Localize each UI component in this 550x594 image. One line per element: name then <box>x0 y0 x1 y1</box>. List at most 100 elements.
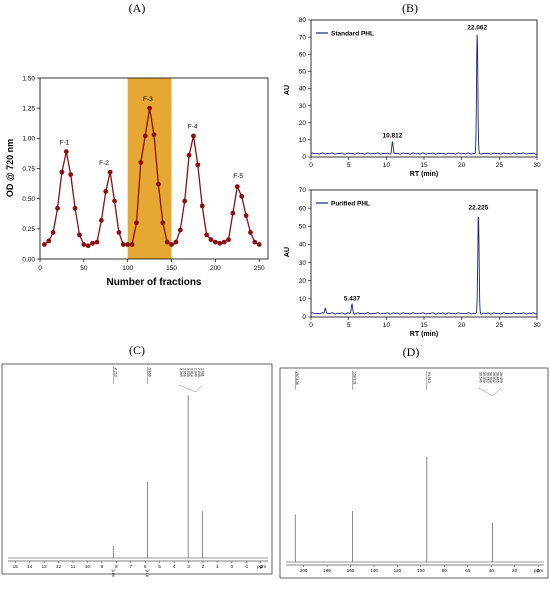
fraction-annotation: F-2 <box>99 160 109 167</box>
svg-text:1.00: 1.00 <box>111 570 115 577</box>
fraction-point <box>182 198 188 204</box>
y-tick-label: 70 <box>299 34 307 41</box>
x-tick-label: 6 <box>144 564 147 569</box>
x-tick-label: 30 <box>533 162 541 169</box>
peak-label: 38.665 <box>496 372 500 383</box>
x-axis-unit: ppm <box>257 564 266 569</box>
y-tick-label: 60 <box>299 205 307 212</box>
x-tick-label: 100 <box>417 568 425 573</box>
fraction-point <box>68 172 74 177</box>
x-tick-label: 25 <box>496 322 504 329</box>
x-tick-label: 1 <box>216 564 219 569</box>
hplc-standard-chart: 0 5 10 15 20 25 30 0 10 20 30 40 50 60 70 80 10.812 22.… <box>284 17 541 178</box>
fraction-point <box>103 189 109 194</box>
fraction-point <box>164 239 170 245</box>
fraction-point <box>186 152 192 158</box>
svg-text:3.014: 3.014 <box>190 368 194 377</box>
fraction-point <box>46 238 52 244</box>
svg-text:207.138: 207.138 <box>295 372 299 385</box>
fraction-point <box>234 184 240 190</box>
hplc-standard-trace <box>310 34 538 155</box>
fraction-point <box>112 198 117 204</box>
x-tick-label: 150 <box>166 265 177 272</box>
x-tick-label: 2 <box>202 564 205 569</box>
peak-label: 22.062 <box>467 25 487 32</box>
hplc-purified-x-axis-label: RT (min) <box>410 331 438 338</box>
y-tick-label: 50 <box>299 69 307 76</box>
y-tick-label: 80 <box>299 17 307 24</box>
x-tick-label: 10 <box>383 322 391 329</box>
y-tick-label: 1.25 <box>22 105 35 112</box>
x-tick-label: 250 <box>254 265 265 272</box>
fraction-point <box>147 105 153 111</box>
fraction-point <box>63 149 69 155</box>
y-tick-label: 40 <box>299 242 307 249</box>
svg-text:38.499: 38.499 <box>499 372 503 383</box>
x-tick-label: 5 <box>347 322 351 329</box>
peak-label: 39.546 <box>479 372 483 383</box>
x-tick-label: 25 <box>496 162 504 169</box>
fraction-point <box>256 242 262 247</box>
peak-label: 5.856 <box>147 368 151 377</box>
peak-label: 1.981 <box>200 368 204 377</box>
fraction-point <box>138 160 144 165</box>
svg-text:8.213: 8.213 <box>113 368 117 377</box>
fraction-point <box>85 243 91 249</box>
svg-text:3.035: 3.035 <box>186 368 190 377</box>
peak-label: 22.225 <box>468 205 488 212</box>
svg-text:39.330: 39.330 <box>482 372 486 383</box>
y-tick-label: 30 <box>299 103 307 110</box>
h-nmr-frame <box>1 363 273 575</box>
y-tick-label: 10 <box>299 137 307 144</box>
fraction-point <box>252 239 258 245</box>
svg-text:39.163: 39.163 <box>485 372 489 383</box>
x-tick-label: 3 <box>187 564 190 569</box>
peak-label: 94.913 <box>427 372 431 383</box>
y-tick-label: 50 <box>299 223 307 230</box>
fraction-point <box>116 230 122 235</box>
x-tick-label: 10 <box>383 162 391 169</box>
x-tick-label: 9 <box>101 564 104 569</box>
fraction-point <box>155 181 161 187</box>
peak-label: 8.213 <box>113 368 117 377</box>
x-tick-label: 15 <box>420 322 428 329</box>
x-tick-label: 11 <box>71 564 76 569</box>
h-nmr-spectrum: 8.213 5.856 3.369 3.056 3.035 3.014 2.049 2.045… <box>1 363 273 577</box>
fraction-point <box>55 205 60 211</box>
fraction-point <box>107 169 113 175</box>
fraction-point <box>72 205 78 211</box>
x-tick-label: 10 <box>85 564 91 569</box>
svg-text:2.049: 2.049 <box>193 368 197 377</box>
panel-c-label: (C) <box>129 343 145 357</box>
fraction-point <box>199 203 205 209</box>
svg-text:38.998: 38.998 <box>489 372 493 383</box>
fraction-point <box>94 239 100 245</box>
fraction-point <box>125 242 131 247</box>
x-tick-label: 0 <box>231 564 234 569</box>
peak-marker <box>478 387 493 397</box>
peak-label: 3.035 <box>186 368 190 377</box>
svg-text:5.856: 5.856 <box>147 368 151 377</box>
x-tick-label: 4 <box>173 564 176 569</box>
svg-text:94.913: 94.913 <box>427 372 431 383</box>
fraction-point <box>50 230 56 235</box>
y-tick-label: 0.50 <box>22 196 35 203</box>
x-tick-label: 80 <box>442 568 448 573</box>
peak-label: 38.832 <box>492 372 496 383</box>
fraction-point <box>77 232 82 238</box>
fraction-point <box>191 133 196 139</box>
panel-d-label: (D) <box>403 345 420 359</box>
y-tick-label: 0.75 <box>22 166 35 173</box>
x-tick-label: 8 <box>115 564 118 569</box>
svg-text:3.18: 3.18 <box>145 570 149 577</box>
x-tick-label: 40 <box>489 568 495 573</box>
y-tick-label: 0 <box>302 314 306 321</box>
panel-b-label: (B) <box>402 1 418 15</box>
svg-text:1.981: 1.981 <box>200 368 204 377</box>
fraction-point <box>195 162 201 168</box>
fraction-point <box>142 133 148 139</box>
fraction-annotation: F-5 <box>233 173 243 180</box>
x-tick-label: 0 <box>309 162 313 169</box>
svg-text:38.665: 38.665 <box>496 372 500 383</box>
